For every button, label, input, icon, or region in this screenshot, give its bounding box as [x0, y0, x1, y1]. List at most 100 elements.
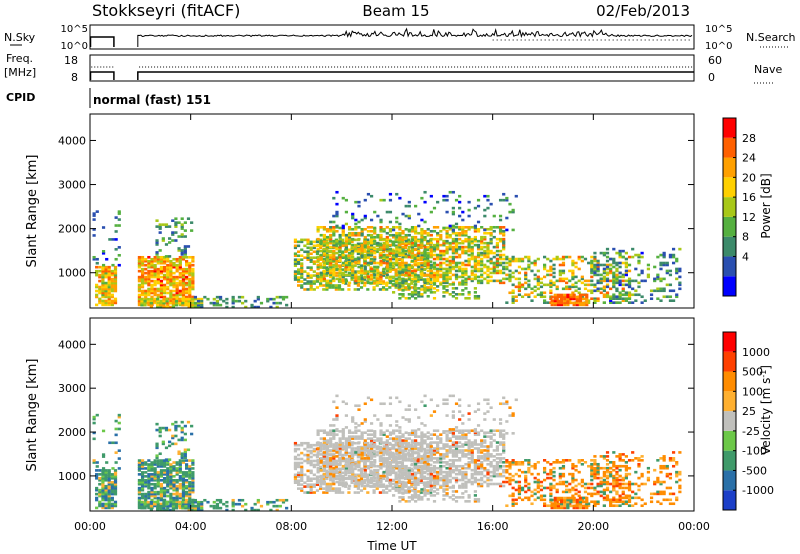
velocity-cell [159, 465, 164, 468]
velocity-cell [244, 508, 248, 512]
power-cell [312, 256, 316, 260]
power-cell [486, 265, 490, 269]
power-cell [181, 255, 186, 259]
power-cell [439, 281, 443, 285]
power-cell [502, 281, 506, 285]
power-cell [113, 265, 118, 269]
velocity-cell [166, 478, 170, 482]
power-cell [580, 259, 584, 263]
velocity-cell [341, 441, 345, 445]
power-cell [156, 259, 160, 263]
power-cell [107, 295, 111, 299]
power-cell [366, 261, 371, 265]
power-cell [583, 287, 588, 291]
velocity-cell [429, 481, 433, 484]
velocity-cell [360, 459, 364, 462]
power-cell [420, 241, 424, 245]
power-cell [492, 269, 496, 273]
power-cell [360, 233, 364, 237]
velocity-cell [315, 489, 320, 492]
power-cell [171, 239, 175, 242]
power-cell [624, 271, 628, 275]
velocity-cell [338, 472, 342, 476]
velocity-cell [312, 477, 316, 481]
velocity-cell [172, 488, 176, 492]
velocity-cell [401, 484, 405, 488]
power-cell [191, 257, 195, 261]
power-cell [322, 277, 326, 281]
power-cell [95, 303, 99, 307]
power-cell [502, 261, 506, 265]
power-cell [605, 263, 610, 267]
velocity-cell [392, 457, 396, 460]
velocity-cell [347, 437, 352, 440]
velocity-cell [332, 476, 336, 480]
velocity-cell [388, 431, 393, 434]
velocity-cell [206, 500, 210, 504]
power-cell [593, 255, 597, 259]
velocity-cell [293, 461, 298, 465]
power-cell [177, 247, 181, 250]
velocity-cell [306, 491, 310, 494]
power-cell [621, 287, 625, 291]
power-cell [137, 259, 142, 263]
power-cell [495, 271, 500, 275]
power-cell [379, 233, 383, 237]
power-cell [429, 288, 433, 291]
velocity-cell [181, 478, 186, 482]
power-cell [309, 274, 313, 277]
freq-segment [137, 71, 694, 80]
velocity-cell [325, 473, 329, 477]
power-cell [480, 279, 484, 283]
power-cell [401, 245, 405, 249]
velocity-cell [329, 433, 333, 436]
power-cell [637, 281, 641, 285]
velocity-cell [168, 440, 172, 444]
power-cell [392, 243, 396, 247]
power-cell [486, 245, 490, 249]
power-cell [117, 218, 121, 221]
power-cell [378, 288, 382, 291]
power-cell [508, 291, 512, 295]
velocity-cell [187, 504, 191, 508]
velocity-cell [414, 482, 418, 486]
power-cell [369, 273, 374, 277]
power-cell [275, 301, 279, 305]
power-cell [470, 271, 474, 275]
power-cell [300, 270, 304, 273]
velocity-cell [168, 504, 172, 508]
velocity-cell [101, 484, 105, 488]
power-cell [480, 267, 484, 271]
power-cell [593, 251, 597, 255]
velocity-cell [403, 457, 408, 461]
power-cell [596, 273, 600, 277]
velocity-cell [149, 504, 153, 508]
power-cell [150, 269, 154, 273]
velocity-cell [404, 464, 408, 468]
velocity-cell [281, 498, 286, 502]
power-cell [372, 238, 376, 242]
power-cell [432, 229, 437, 233]
power-cell [137, 265, 142, 269]
power-cell [410, 280, 414, 283]
power-cell [395, 257, 399, 261]
power-cell [150, 291, 154, 295]
power-cell [381, 258, 386, 261]
velocity-cell [354, 451, 358, 454]
power-cell [322, 249, 326, 253]
power-cell [454, 293, 459, 296]
power-cell [309, 266, 313, 269]
velocity-cell [107, 478, 111, 482]
velocity-cell [351, 468, 355, 472]
power-cell [445, 277, 449, 281]
power-cell [665, 271, 669, 275]
power-cell [354, 222, 358, 226]
power-cell [369, 229, 374, 233]
power-cell [296, 276, 301, 279]
power-cell [476, 261, 481, 265]
power-cell [351, 255, 355, 259]
power-cell [351, 233, 355, 237]
power-cell [558, 277, 562, 281]
velocity-cell [322, 468, 326, 472]
velocity-cell [328, 461, 332, 465]
